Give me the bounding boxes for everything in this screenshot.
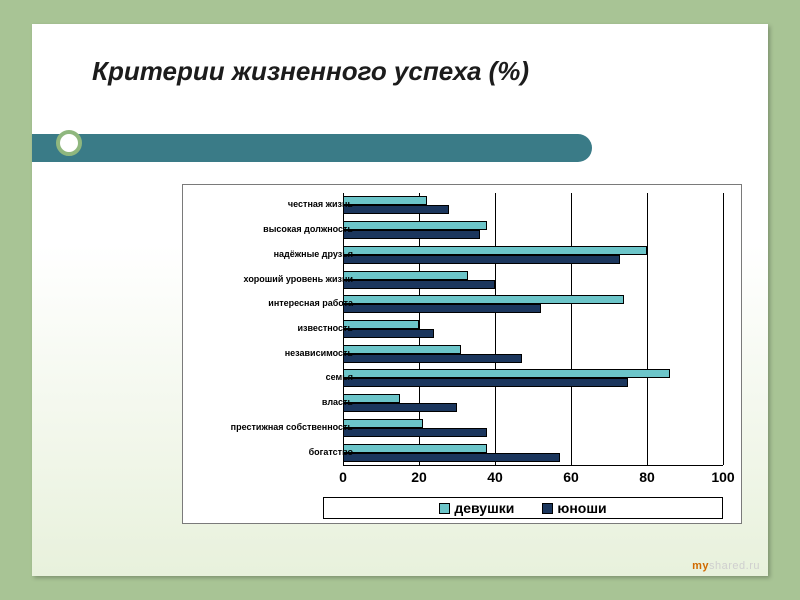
- y-label: надёжные друзья: [274, 249, 353, 259]
- x-tick-label: 100: [711, 469, 734, 485]
- bar-girls: [343, 444, 487, 453]
- y-label: высокая должность: [263, 224, 353, 234]
- chart-container: девушки юноши 0 20 40 60 80 100 честная жизнь вы…: [182, 184, 742, 524]
- bar-girls: [343, 320, 419, 329]
- bar-boys: [343, 354, 522, 363]
- slide-container: Критерии жизненного успеха (%) девушки юн…: [32, 24, 768, 576]
- y-label: власть: [322, 397, 353, 407]
- chart-gridline: [571, 193, 572, 465]
- decor-bar: [32, 134, 592, 162]
- bar-boys: [343, 304, 541, 313]
- y-label: интересная работа: [268, 298, 353, 308]
- slide-title: Критерии жизненного успеха (%): [92, 56, 529, 87]
- legend-swatch: [439, 503, 450, 514]
- y-label: известность: [298, 323, 353, 333]
- x-tick-label: 80: [639, 469, 655, 485]
- bar-girls: [343, 246, 647, 255]
- bar-girls: [343, 221, 487, 230]
- chart-gridline: [495, 193, 496, 465]
- y-label: хороший уровень жизни: [244, 274, 353, 284]
- y-label: престижная собственность: [231, 422, 353, 432]
- watermark: myshared.ru: [692, 560, 760, 572]
- x-tick-label: 0: [339, 469, 347, 485]
- y-label: семья: [326, 372, 353, 382]
- watermark-prefix: my: [692, 560, 709, 572]
- legend-item: девушки: [439, 500, 514, 516]
- x-tick-label: 40: [487, 469, 503, 485]
- bar-boys: [343, 280, 495, 289]
- chart-gridline: [647, 193, 648, 465]
- bar-boys: [343, 230, 480, 239]
- legend-item: юноши: [542, 500, 606, 516]
- legend-swatch: [542, 503, 553, 514]
- bar-boys: [343, 255, 620, 264]
- bar-girls: [343, 295, 624, 304]
- y-label: честная жизнь: [288, 199, 353, 209]
- watermark-suffix: shared.ru: [709, 560, 760, 572]
- bar-girls: [343, 196, 427, 205]
- bar-girls: [343, 419, 423, 428]
- bar-boys: [343, 428, 487, 437]
- bar-boys: [343, 403, 457, 412]
- legend-label: юноши: [557, 500, 606, 516]
- y-label: богатство: [309, 447, 353, 457]
- chart-legend: девушки юноши: [323, 497, 723, 519]
- legend-label: девушки: [454, 500, 514, 516]
- x-axis: [343, 465, 723, 466]
- x-tick-label: 20: [411, 469, 427, 485]
- bar-boys: [343, 378, 628, 387]
- x-tick-label: 60: [563, 469, 579, 485]
- decor-circle: [56, 130, 82, 156]
- chart-plot: [343, 193, 723, 465]
- bar-girls: [343, 369, 670, 378]
- bar-boys: [343, 453, 560, 462]
- bar-boys: [343, 329, 434, 338]
- y-label: независимость: [285, 348, 353, 358]
- bar-girls: [343, 345, 461, 354]
- bar-boys: [343, 205, 449, 214]
- bar-girls: [343, 271, 468, 280]
- chart-gridline: [723, 193, 724, 465]
